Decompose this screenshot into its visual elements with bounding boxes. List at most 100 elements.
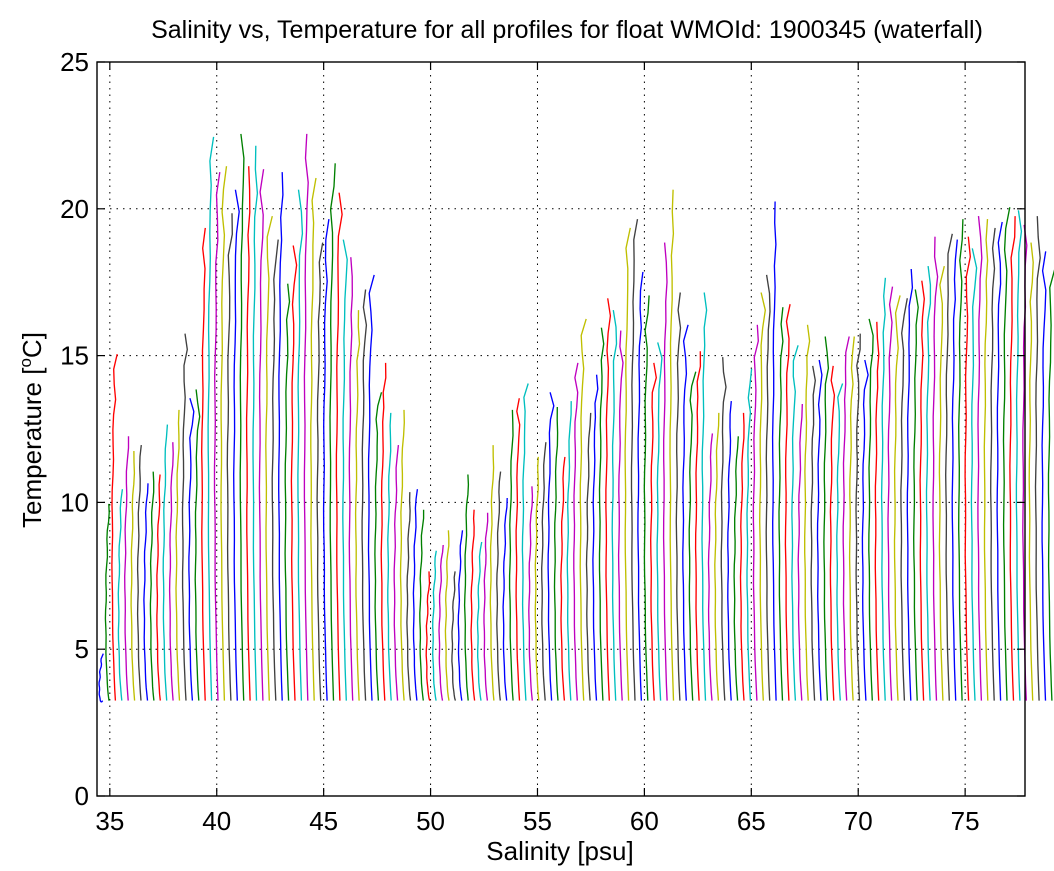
- profile-line: [688, 371, 697, 701]
- profile-line: [111, 353, 118, 701]
- profile-line: [566, 401, 572, 701]
- profile-line: [675, 292, 682, 701]
- profile-line: [682, 324, 689, 701]
- profile-line: [201, 227, 206, 701]
- profile-line: [804, 324, 811, 701]
- profile-line: [541, 442, 547, 701]
- y-axis-label-tail: C]: [17, 332, 47, 358]
- profile-line: [662, 242, 668, 701]
- profile-line: [425, 571, 431, 701]
- profile-line: [906, 268, 914, 701]
- profile-line: [932, 236, 939, 701]
- profile-line: [463, 474, 470, 701]
- profile-line: [194, 389, 201, 701]
- profile-line: [156, 474, 161, 701]
- profile-line: [220, 166, 228, 701]
- profile-line: [900, 298, 908, 701]
- profile-line: [791, 345, 799, 701]
- profile-line: [797, 403, 803, 701]
- profile-line: [829, 365, 836, 701]
- y-tick-label: 25: [60, 47, 89, 77]
- profile-line: [1009, 216, 1016, 701]
- profile-line: [990, 227, 996, 701]
- x-tick-label: 45: [309, 806, 338, 836]
- profile-line: [598, 327, 605, 701]
- profile-line: [880, 277, 887, 701]
- profile-line: [714, 412, 720, 701]
- profile-line: [861, 359, 869, 701]
- profile-line: [964, 236, 971, 701]
- x-tick-label: 65: [737, 806, 766, 836]
- profile-line: [380, 362, 387, 701]
- profile-line: [970, 248, 978, 701]
- profile-line: [207, 136, 215, 701]
- profile-line: [322, 219, 330, 701]
- profile-line: [579, 318, 587, 701]
- profile-line: [329, 163, 336, 701]
- profile-line: [784, 304, 791, 701]
- x-tick-label: 40: [202, 806, 231, 836]
- profile-line: [637, 271, 644, 701]
- profile-line: [258, 169, 265, 701]
- profile-line: [188, 398, 195, 701]
- profile-line: [893, 295, 901, 701]
- tick-layer: 35 40 45 50 55 60 65 70 75 0 5 10 15 20 25: [60, 47, 1025, 836]
- profile-line: [502, 497, 508, 701]
- profile-line: [650, 362, 657, 701]
- profile-line: [746, 368, 753, 701]
- profile-line: [778, 307, 784, 701]
- profile-line: [361, 289, 368, 701]
- profile-line: [387, 412, 392, 701]
- profile-line: [476, 541, 483, 701]
- profile-line: [765, 274, 771, 701]
- profile-line: [239, 133, 245, 701]
- x-tick-label: 75: [951, 806, 980, 836]
- profile-line: [913, 289, 919, 701]
- profile-line: [348, 257, 354, 701]
- profile-line: [919, 280, 925, 701]
- profile-line: [265, 215, 273, 701]
- profile-line: [335, 192, 343, 701]
- x-tick-label: 70: [844, 806, 873, 836]
- profile-line: [611, 309, 618, 701]
- profile-line: [367, 274, 375, 701]
- profile-line: [278, 172, 284, 701]
- profile-line: [573, 362, 579, 701]
- profile-line: [759, 292, 766, 701]
- profile-line: [739, 412, 745, 701]
- profile-line: [136, 445, 142, 701]
- profile-line: [887, 286, 894, 701]
- profile-line: [836, 383, 844, 701]
- profile-line: [303, 133, 309, 701]
- y-tick-label: 5: [75, 634, 89, 664]
- profile-line: [149, 471, 155, 701]
- profile-line: [1002, 207, 1011, 701]
- profile-line: [316, 242, 324, 701]
- profile-line: [707, 433, 714, 701]
- profile-line: [624, 227, 631, 701]
- profile-line: [617, 330, 624, 701]
- profile-line: [130, 450, 136, 701]
- profile-line: [213, 172, 221, 701]
- profile-line: [848, 336, 855, 701]
- profile-line: [874, 321, 880, 701]
- profile-line: [938, 265, 945, 701]
- profile-line: [855, 333, 861, 701]
- profile-line: [412, 489, 419, 701]
- y-axis-label-superscript: o: [16, 358, 35, 367]
- profile-line: [534, 456, 540, 701]
- profile-line: [669, 189, 675, 701]
- profile-line: [124, 436, 130, 701]
- profile-line: [310, 177, 317, 701]
- profile-line: [701, 292, 708, 701]
- y-tick-label: 0: [75, 781, 89, 811]
- profile-line: [117, 489, 124, 701]
- profile-line: [951, 239, 958, 701]
- x-tick-label: 35: [95, 806, 124, 836]
- profile-line: [354, 310, 361, 701]
- profile-line: [226, 213, 233, 701]
- profile-line: [521, 383, 529, 701]
- profile-line: [958, 219, 964, 701]
- profile-line: [733, 436, 739, 701]
